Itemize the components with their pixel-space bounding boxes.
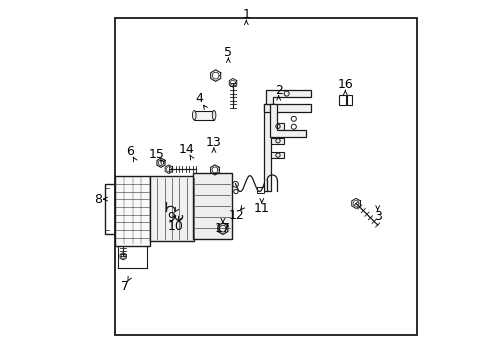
- Polygon shape: [194, 111, 214, 120]
- Ellipse shape: [192, 111, 196, 120]
- Bar: [271, 123, 284, 130]
- Text: 2: 2: [274, 84, 282, 96]
- Bar: [115, 18, 416, 335]
- Text: 1: 1: [242, 8, 250, 21]
- Text: 12: 12: [228, 209, 244, 222]
- Text: 14: 14: [179, 143, 194, 156]
- Text: 15: 15: [148, 148, 164, 161]
- Polygon shape: [265, 90, 310, 104]
- Bar: [150, 176, 194, 241]
- Text: 8: 8: [94, 193, 102, 206]
- Bar: [264, 104, 271, 191]
- Text: 11: 11: [253, 202, 269, 215]
- Text: 16: 16: [337, 78, 352, 91]
- Text: 13: 13: [205, 136, 222, 149]
- Text: 4: 4: [195, 93, 203, 105]
- Bar: [271, 138, 284, 144]
- Text: 17: 17: [215, 222, 230, 235]
- Bar: [115, 176, 150, 246]
- Text: 5: 5: [224, 46, 232, 59]
- Bar: [193, 173, 231, 239]
- Text: 10: 10: [167, 220, 183, 233]
- Text: 7: 7: [121, 280, 129, 293]
- Text: 3: 3: [373, 210, 381, 222]
- Ellipse shape: [212, 111, 215, 120]
- Bar: [338, 95, 346, 105]
- Text: 9: 9: [167, 211, 175, 224]
- Bar: [257, 187, 264, 193]
- Polygon shape: [269, 104, 305, 137]
- Bar: [264, 104, 310, 112]
- Text: 6: 6: [126, 145, 134, 158]
- Bar: [271, 152, 284, 158]
- Bar: [346, 95, 351, 105]
